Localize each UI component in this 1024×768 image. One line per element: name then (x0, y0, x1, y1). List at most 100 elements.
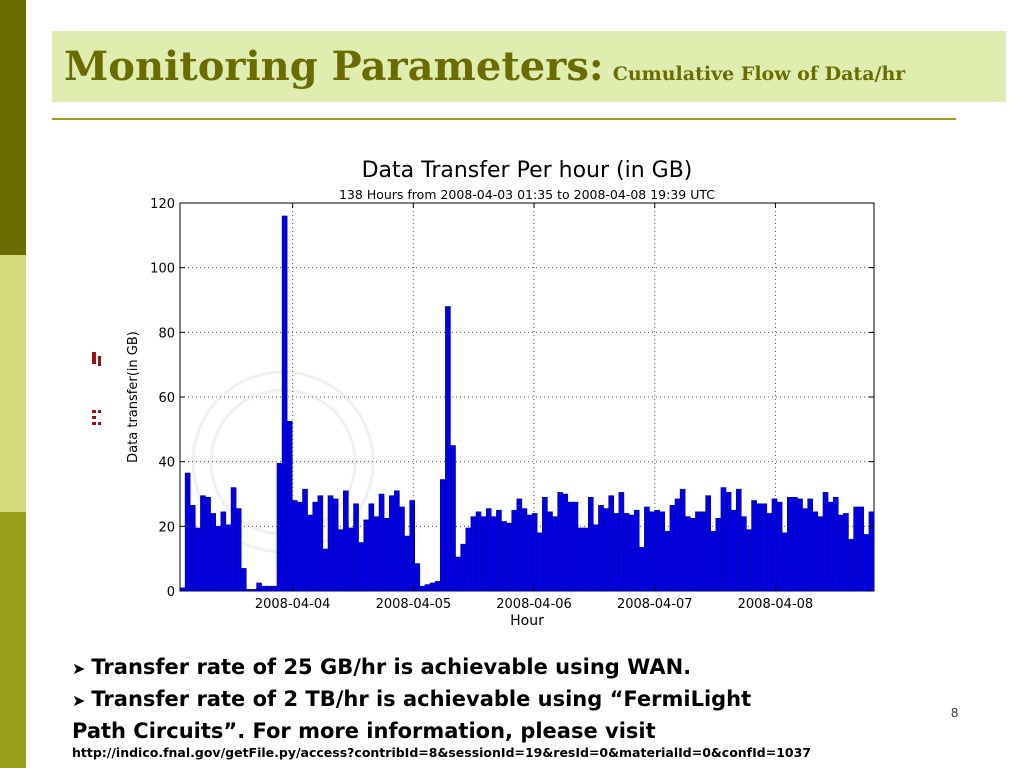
bar (715, 518, 722, 592)
bar (491, 516, 497, 592)
bar (445, 306, 451, 592)
bar (863, 534, 870, 592)
reference-link[interactable]: http://indico.fnal.gov/getFile.py/access… (72, 745, 811, 760)
bullet-list: ➤ Transfer rate of 25 GB/hr is achievable… (72, 652, 972, 747)
bar (598, 505, 604, 592)
bar (251, 589, 257, 592)
bar (378, 493, 385, 592)
bar (220, 511, 227, 592)
bar (455, 556, 461, 592)
bar (368, 503, 375, 592)
bar (674, 498, 681, 592)
bar (215, 526, 222, 592)
bar (684, 516, 691, 592)
bar (343, 490, 349, 592)
bar (720, 487, 727, 592)
x-tick-label: 2008-04-07 (617, 597, 693, 612)
bar (751, 500, 757, 592)
x-tick-label: 2008-04-05 (376, 597, 452, 612)
title-divider (52, 118, 956, 120)
bar (373, 516, 380, 592)
y-axis-label: Data transfer(in GB) (126, 331, 141, 463)
slide-title-box: Monitoring Parameters: Cumulative Flow o… (52, 31, 1006, 102)
bar (353, 503, 359, 592)
bar (210, 513, 216, 592)
bar (812, 511, 819, 592)
bar (822, 492, 829, 592)
bar (781, 532, 788, 592)
bar (618, 492, 625, 592)
bar (317, 495, 324, 592)
bar (189, 505, 196, 592)
bar (705, 495, 711, 592)
bar (470, 516, 477, 592)
bar (710, 530, 717, 592)
bar (440, 479, 446, 592)
x-axis-label: Hour (510, 613, 544, 629)
grid-lines (180, 203, 874, 591)
bar (246, 589, 252, 592)
bar (297, 501, 303, 592)
bar (348, 527, 354, 592)
bar (363, 519, 370, 592)
bar (582, 527, 589, 592)
x-tick-label: 2008-04-06 (496, 597, 572, 612)
y-tick-label: 120 (150, 197, 175, 212)
y-tick-label: 100 (150, 262, 175, 277)
slide-subtitle: Cumulative Flow of Data/hr (612, 63, 906, 85)
bar (292, 500, 298, 592)
bullet-item: ➤ Transfer rate of 25 GB/hr is achievable… (72, 652, 972, 684)
bar (501, 521, 507, 592)
bar (644, 506, 650, 592)
bar (572, 501, 579, 592)
bar (200, 495, 206, 592)
bar (567, 501, 574, 592)
bar (858, 506, 865, 592)
bar (526, 514, 533, 592)
bar (659, 511, 666, 592)
bar (307, 514, 313, 592)
bar (587, 496, 594, 592)
bar (516, 498, 523, 592)
bar (332, 498, 339, 592)
bar (766, 513, 773, 592)
bar (521, 508, 528, 592)
bar (266, 585, 273, 592)
bar (205, 496, 211, 592)
bar (603, 508, 609, 592)
bar (358, 542, 364, 592)
bar (817, 516, 824, 592)
bar (623, 513, 630, 592)
bar (547, 511, 553, 592)
bar (531, 513, 538, 592)
bar (312, 501, 319, 592)
bars (179, 215, 875, 592)
chart-subtitle: 138 Hours from 2008-04-03 01:35 to 2008-… (339, 187, 715, 202)
bar (414, 563, 421, 592)
bar (409, 500, 415, 592)
bar (848, 539, 854, 592)
sidebar-accent-top (0, 0, 26, 255)
bar (695, 511, 701, 592)
bar (399, 506, 405, 592)
sidebar-accent-bottom (0, 512, 26, 768)
bar (281, 215, 288, 592)
bar (394, 490, 400, 592)
bar (383, 518, 390, 592)
bar (327, 495, 334, 592)
bullet-text: Transfer rate of 2 TB/hr is achievable u… (91, 687, 752, 711)
bar (480, 516, 487, 592)
bar (225, 524, 232, 592)
y-tick-label: 20 (158, 520, 175, 535)
bar (419, 585, 426, 592)
bar (797, 498, 803, 592)
bar (557, 492, 563, 592)
bar (725, 492, 732, 592)
bar (256, 582, 262, 592)
bar (827, 501, 834, 592)
bar (853, 506, 859, 592)
y-tick-label: 80 (158, 326, 175, 341)
bar (542, 496, 548, 592)
bar (235, 508, 242, 592)
